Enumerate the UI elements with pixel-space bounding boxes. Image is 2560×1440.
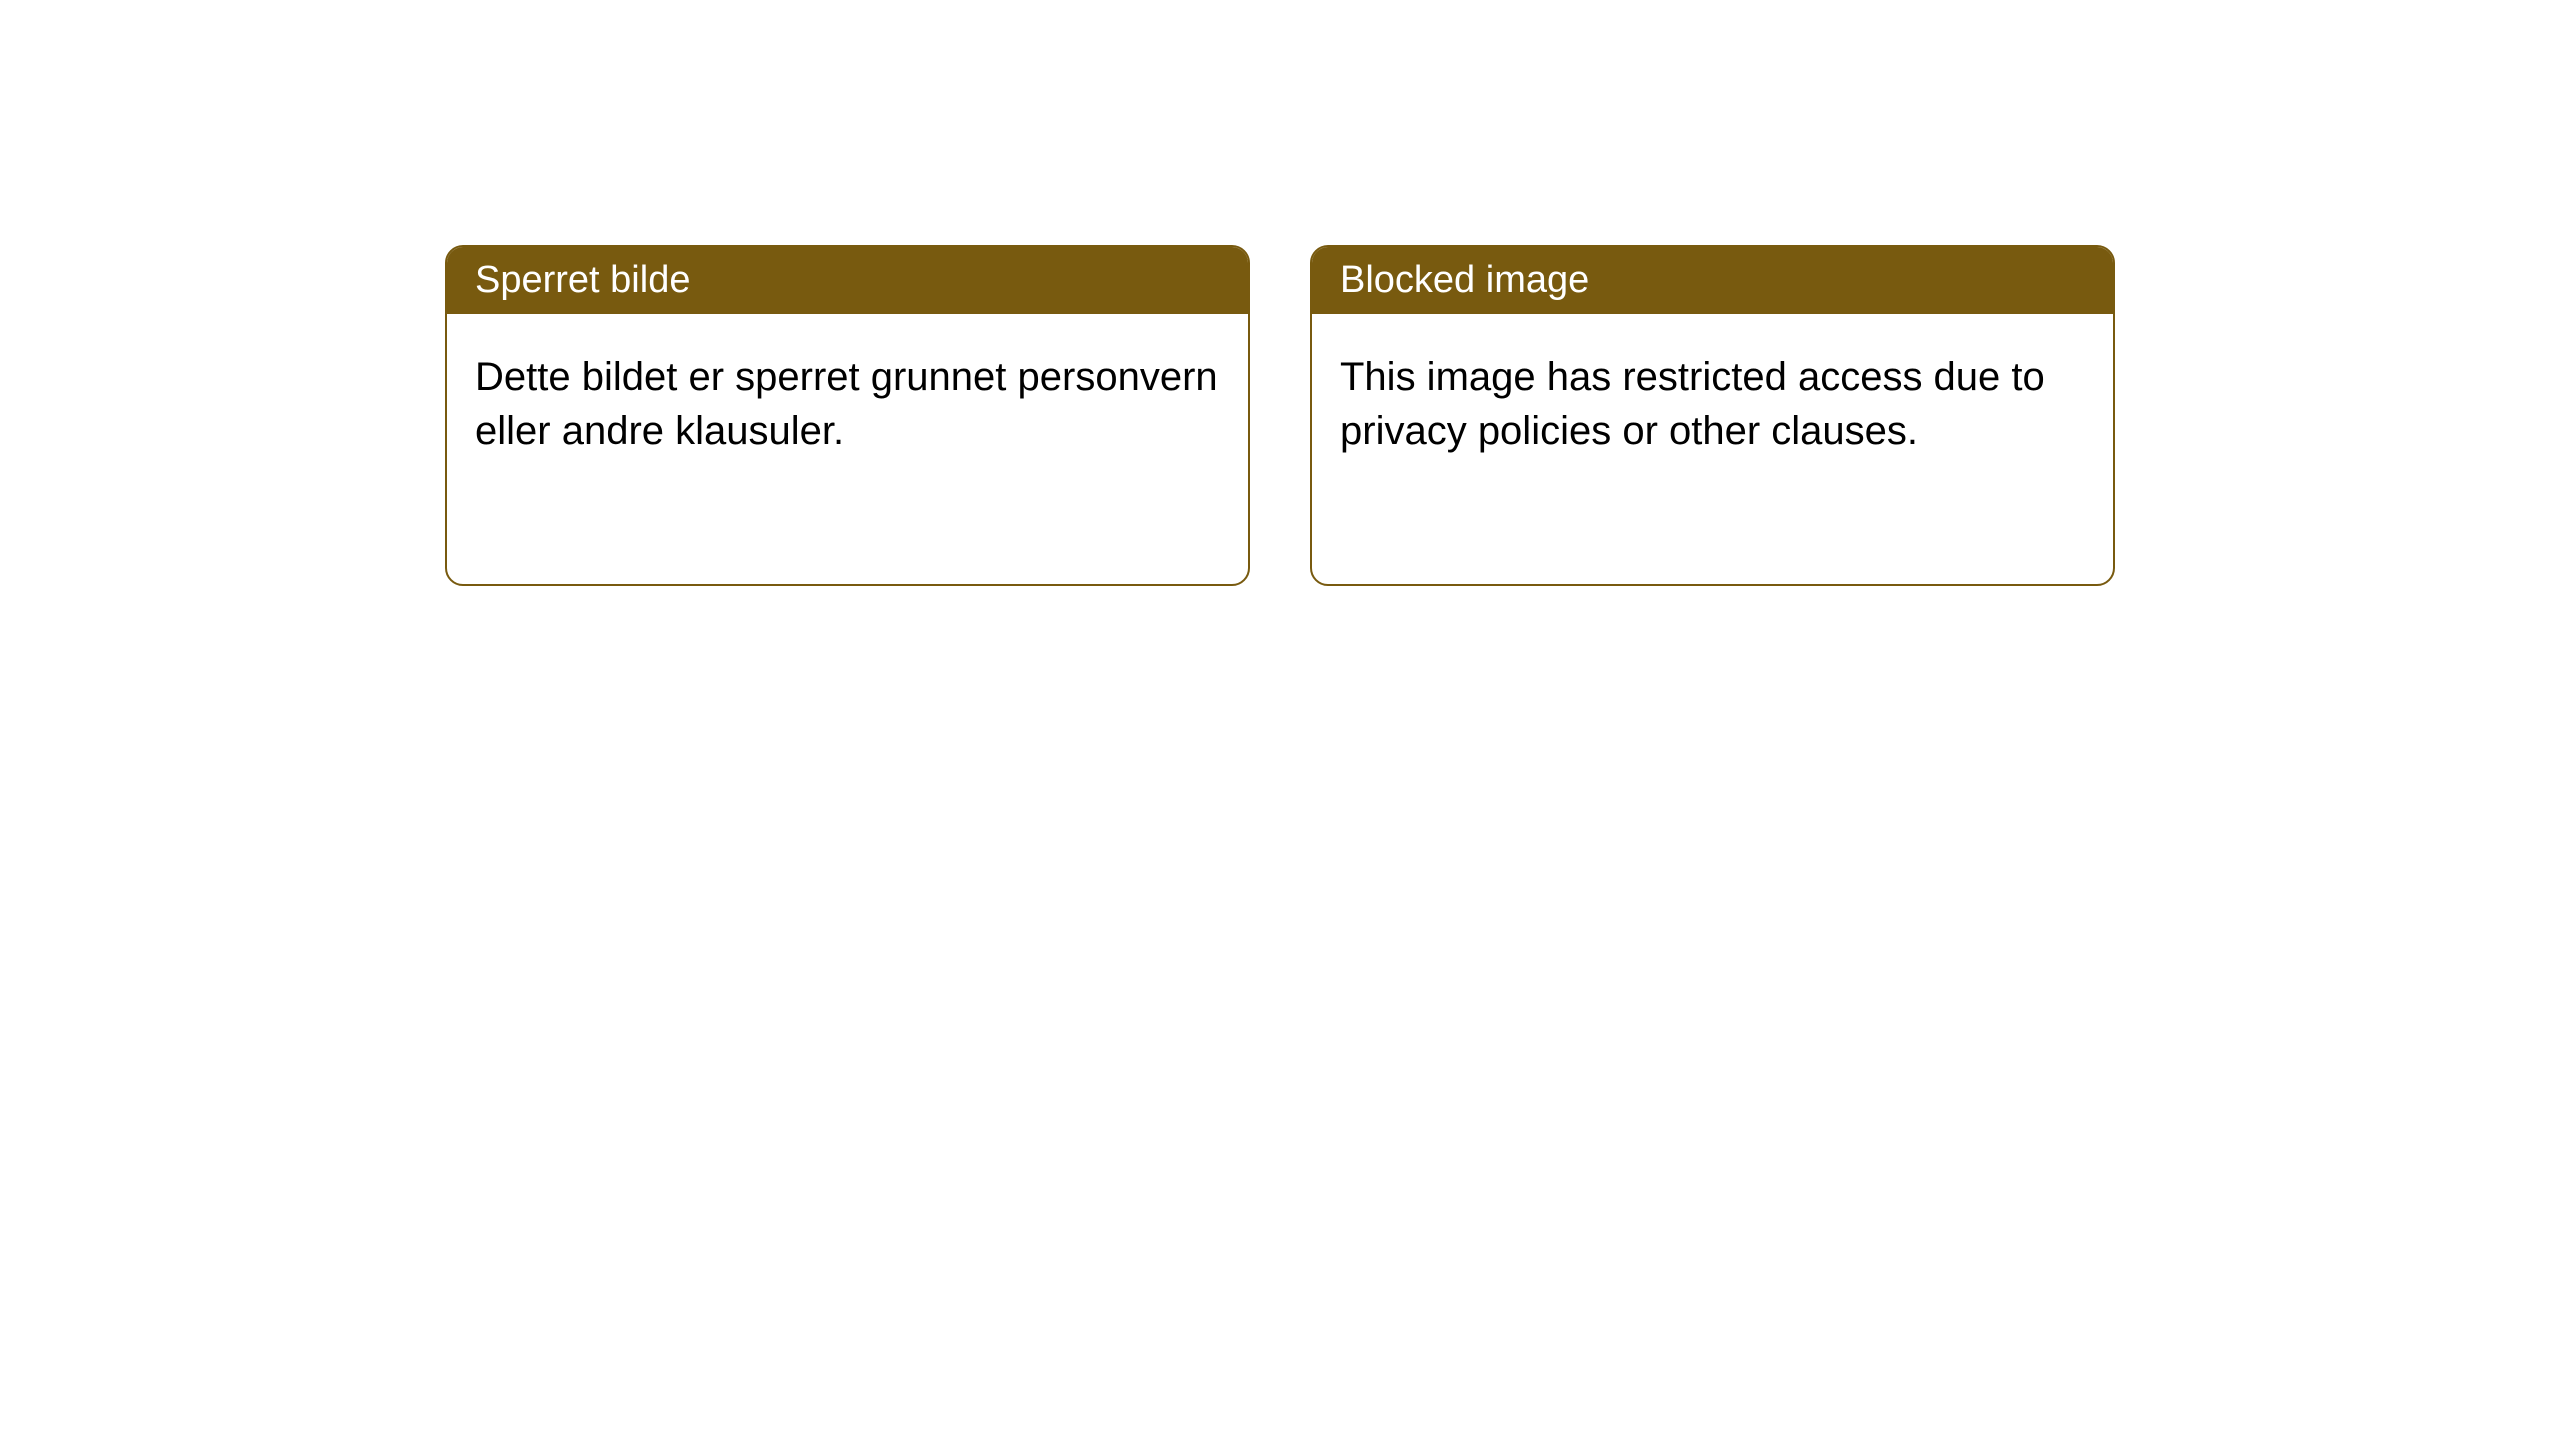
notice-cards-container: Sperret bilde Dette bildet er sperret gr…	[0, 0, 2560, 586]
card-header: Sperret bilde	[447, 247, 1248, 314]
notice-card-norwegian: Sperret bilde Dette bildet er sperret gr…	[445, 245, 1250, 586]
card-message: Dette bildet er sperret grunnet personve…	[475, 355, 1218, 453]
card-title: Sperret bilde	[475, 259, 690, 301]
notice-card-english: Blocked image This image has restricted …	[1310, 245, 2115, 586]
card-message: This image has restricted access due to …	[1340, 355, 2045, 453]
card-body: Dette bildet er sperret grunnet personve…	[447, 314, 1248, 584]
card-title: Blocked image	[1340, 259, 1589, 301]
card-body: This image has restricted access due to …	[1312, 314, 2113, 584]
card-header: Blocked image	[1312, 247, 2113, 314]
